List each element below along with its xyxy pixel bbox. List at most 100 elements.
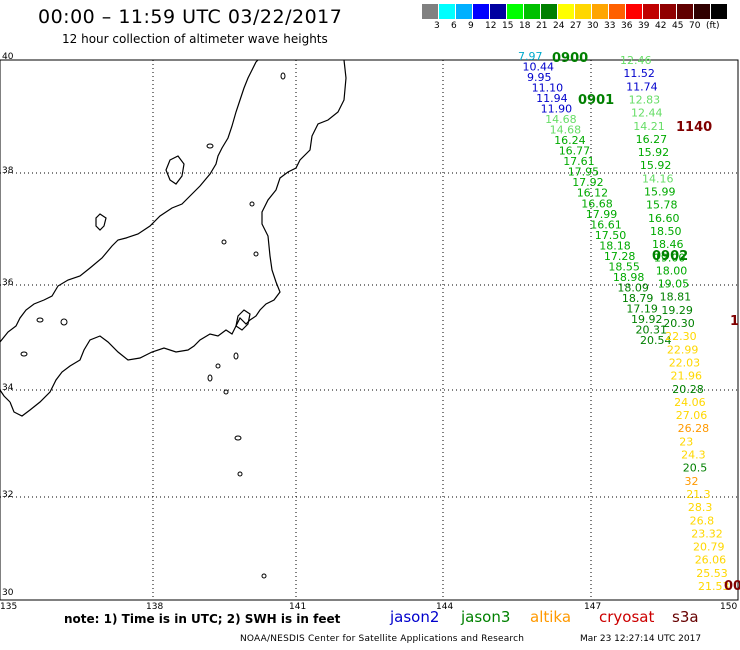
swh-value: 18.55	[608, 260, 640, 273]
legend-swatch	[694, 4, 711, 19]
legend-label: 21	[536, 21, 548, 31]
credit-text: NOAA/NESDIS Center for Satellite Applica…	[240, 634, 525, 644]
legend-color-bar	[422, 4, 732, 19]
swh-value: 16.60	[648, 212, 680, 225]
swh-value: 12.83	[629, 93, 661, 106]
swh-value: 20.28	[672, 383, 704, 396]
legend-label: 36	[621, 21, 633, 31]
legend-label: 18	[519, 21, 531, 31]
pass-time-label: 1140	[676, 120, 712, 135]
lon-label: 138	[146, 602, 164, 612]
legend-label: 24	[553, 21, 565, 31]
page-subtitle: 12 hour collection of altimeter wave hei…	[62, 32, 328, 46]
legend-swatch	[524, 4, 541, 19]
swh-value: 17.92	[572, 176, 604, 189]
legend-swatch	[490, 4, 507, 19]
swh-value: 18.18	[599, 239, 631, 252]
lat-label: 32	[2, 490, 14, 500]
swh-value: 28.3	[688, 501, 713, 514]
legend-label: 15	[502, 21, 514, 31]
swh-value: 18.79	[622, 292, 654, 305]
legend-label: 9	[468, 21, 474, 31]
swh-value: 11.90	[541, 103, 573, 116]
legend-swatch	[575, 4, 592, 19]
swh-value: 17.61	[563, 155, 595, 168]
islands	[20, 72, 286, 579]
swh-value: 22.99	[667, 343, 699, 356]
swh-value: 15.92	[640, 159, 672, 172]
legend-label: 42	[655, 21, 667, 31]
swh-value: 23	[679, 435, 693, 448]
pass-time-label: 00	[724, 579, 740, 594]
map-frame	[0, 59, 739, 601]
swh-value: 20.54	[640, 334, 672, 347]
legend-labels: 3 6 9 12 15 18 21 24 27 30 33 36 39 42 45 70 (ft)	[422, 19, 732, 31]
satellite-jason3: jason3	[461, 608, 511, 626]
legend-swatch	[711, 4, 728, 19]
swh-value: 15.92	[638, 146, 670, 159]
swh-value: 18.81	[660, 291, 692, 304]
swh-value: 19.92	[631, 313, 663, 326]
credit-date: Mar 23 12:27:14 UTC 2017	[580, 634, 702, 644]
legend-swatch	[456, 4, 473, 19]
swh-value: 12.44	[631, 107, 663, 120]
lat-label: 40	[2, 52, 14, 62]
swh-value: 16.12	[577, 187, 609, 200]
satellite-altika: altika	[530, 608, 572, 626]
swh-value: 27.06	[676, 409, 708, 422]
swh-value: 15.78	[646, 199, 678, 212]
lon-label: 144	[436, 602, 454, 612]
legend-swatch	[643, 4, 660, 19]
legend-label: 12	[485, 21, 497, 31]
legend-label: 27	[570, 21, 582, 31]
swh-value: 9.95	[527, 71, 552, 84]
swh-value: 20.79	[693, 541, 725, 554]
legend-swatch	[677, 4, 694, 19]
swh-value: 12.46	[620, 54, 652, 67]
swh-value: 17.50	[595, 229, 627, 242]
swh-value: 16.68	[581, 197, 613, 210]
legend-swatch	[439, 4, 456, 19]
swh-value: 19.05	[658, 278, 690, 291]
swh-value: 14.21	[633, 120, 665, 133]
swh-value: 15.99	[644, 186, 676, 199]
legend-label: 45	[672, 21, 684, 31]
satellite-s3a: s3a	[672, 608, 699, 626]
swh-value: 11.74	[626, 80, 658, 93]
legend-swatch	[422, 4, 439, 19]
swh-value: 24.06	[674, 396, 706, 409]
swh-value: 26.28	[678, 422, 710, 435]
lon-label: 135	[0, 602, 18, 612]
satellite-jason2: jason2	[390, 608, 440, 626]
page-title: 00:00 – 11:59 UTC 03/22/2017	[38, 6, 343, 28]
legend-swatch	[541, 4, 558, 19]
swh-value: 20.5	[683, 462, 708, 475]
note-text: note: 1) Time is in UTC; 2) SWH is in fe…	[64, 612, 341, 626]
legend-label: 70	[689, 21, 701, 31]
lat-label: 38	[2, 166, 14, 176]
swh-value: 18.09	[617, 281, 649, 294]
swh-value: 14.16	[642, 172, 674, 185]
swh-value: 24.3	[681, 449, 706, 462]
wave-height-legend: 3 6 9 12 15 18 21 24 27 30 33 36 39 42 45 70 (ft)	[422, 4, 732, 31]
legend-swatch	[609, 4, 626, 19]
graticule	[0, 60, 738, 600]
legend-swatch	[660, 4, 677, 19]
swh-value: 25.53	[696, 567, 728, 580]
swh-value: 16.24	[554, 134, 586, 147]
legend-label: 3	[434, 21, 440, 31]
swh-value: 32	[685, 475, 699, 488]
swh-value: 18.00	[656, 264, 688, 277]
swh-value: 16.27	[636, 133, 668, 146]
pass-time-label: 0900	[552, 51, 588, 66]
swh-value: 11.52	[623, 67, 655, 80]
swh-value: 14.68	[545, 113, 577, 126]
swh-value: 21.3	[686, 488, 711, 501]
swh-value: 19.00	[654, 251, 686, 264]
pass-time-label: 0902	[652, 249, 688, 264]
swh-value: 17.19	[626, 302, 658, 315]
swh-value: 17.99	[586, 208, 618, 221]
lon-label: 150	[720, 602, 738, 612]
legend-swatch	[507, 4, 524, 19]
